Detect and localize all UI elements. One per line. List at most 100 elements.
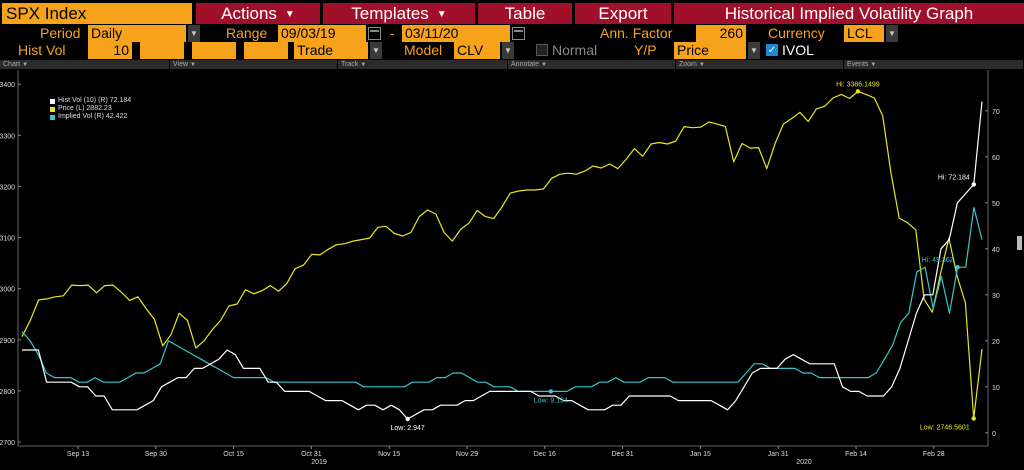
chart-menu[interactable]: Chart ▼ — [0, 60, 170, 69]
normal-checkbox[interactable] — [536, 44, 548, 56]
chevron-down-icon[interactable]: ▼ — [188, 25, 200, 42]
left-tick-label: 2900 — [0, 338, 15, 345]
legend-swatch — [50, 99, 55, 104]
chart-legend: Hist Vol (10) (R) 72.184 Price (L) 2882.… — [48, 97, 140, 127]
yp-select[interactable]: Price — [674, 42, 746, 59]
x-tick-label: Feb 28 — [923, 451, 945, 458]
x-tick-label: Nov 29 — [456, 451, 478, 458]
annotation-label: Hi: 49.362 — [922, 257, 954, 264]
calendar-icon[interactable] — [512, 27, 525, 40]
annotation-marker — [855, 89, 861, 94]
templates-menu[interactable]: Templates ▼ — [323, 3, 475, 24]
events-menu[interactable]: Events ▼ — [844, 60, 1024, 69]
chevron-down-icon[interactable]: ▼ — [370, 42, 382, 59]
left-tick-label: 3100 — [0, 236, 15, 243]
templates-label: Templates — [351, 4, 429, 23]
yp-label: Y/P — [634, 42, 657, 58]
trade-select[interactable]: Trade — [294, 42, 368, 59]
ivol-label: IVOL — [782, 42, 814, 58]
range-start-field[interactable]: 09/03/19 — [278, 25, 366, 42]
right-tick-label: 20 — [992, 339, 1000, 346]
hist-vol-field-3[interactable] — [192, 42, 236, 59]
left-tick-label: 3300 — [0, 133, 15, 140]
x-year-label: 2020 — [796, 459, 812, 466]
view-menu-label: View — [173, 61, 189, 68]
chevron-down-icon[interactable]: ▼ — [886, 25, 898, 42]
x-year-label: 2019 — [311, 459, 327, 466]
legend-item-price: Price (L) 2882.23 — [48, 105, 140, 113]
function-title: Historical Implied Volatility Graph — [674, 3, 1024, 24]
chevron-down-icon: ▼ — [436, 9, 447, 20]
left-tick-label: 3200 — [0, 184, 15, 191]
legend-swatch — [50, 107, 55, 112]
ann-factor-field[interactable]: 260 — [696, 25, 746, 42]
right-tick-label: 30 — [992, 293, 1000, 300]
period-label: Period — [40, 25, 81, 41]
x-tick-label: Dec 31 — [612, 451, 634, 458]
model-label: Model — [404, 42, 443, 58]
chevron-down-icon: ▼ — [284, 9, 295, 20]
x-tick-label: Dec 16 — [534, 451, 556, 458]
legend-value: 72.184 — [109, 97, 132, 104]
chevron-down-icon: ▼ — [870, 62, 877, 68]
ivol-checkbox[interactable]: ✓ — [766, 44, 778, 56]
security-ticker[interactable]: SPX Index — [2, 3, 192, 24]
legend-value: 42.422 — [105, 113, 128, 120]
annotation-label: Hi: 72.184 — [938, 174, 970, 181]
left-tick-label: 3000 — [0, 287, 15, 294]
annotation-marker — [548, 389, 554, 394]
chevron-down-icon: ▼ — [190, 62, 196, 68]
left-tick-label: 3400 — [0, 82, 15, 89]
annotation-marker — [971, 182, 976, 187]
range-separator: - — [390, 25, 395, 41]
hist-vol-label: Hist Vol — [18, 42, 66, 58]
annotation-label: Low: 2746.5601 — [920, 424, 970, 431]
hist-vol-field[interactable]: 10 — [88, 42, 132, 59]
right-tick-label: 70 — [992, 109, 1000, 116]
period-select[interactable]: Daily — [88, 25, 186, 42]
range-end-field[interactable]: 03/11/20 — [402, 25, 510, 42]
left-tick-label: 2800 — [0, 389, 15, 396]
right-tick-label: 50 — [992, 201, 1000, 208]
hist-vol-series-line — [22, 101, 983, 420]
volatility-chart[interactable]: 2700 2800 2900 3000 3100 3200 3300 3400 0 10 20 30… — [0, 70, 1024, 470]
annotate-menu[interactable]: Annotate ▼ — [508, 60, 676, 69]
model-select[interactable]: CLV — [454, 42, 500, 59]
right-tick-label: 40 — [992, 247, 1000, 254]
annotation-marker — [971, 416, 976, 421]
chevron-down-icon: ▼ — [698, 62, 705, 68]
legend-label: Hist Vol (10) (R) — [58, 97, 108, 104]
export-button[interactable]: Export — [575, 3, 671, 24]
x-tick-label: Jan 31 — [768, 451, 789, 458]
hist-vol-field-2[interactable] — [140, 42, 184, 59]
scroll-handle[interactable] — [1017, 236, 1022, 250]
zoom-menu[interactable]: Zoom ▼ — [676, 60, 844, 69]
currency-select[interactable]: LCL — [844, 25, 884, 42]
annotation-marker — [405, 416, 410, 422]
actions-menu[interactable]: Actions ▼ — [196, 3, 320, 24]
left-tick-label: 2700 — [0, 440, 15, 447]
chevron-down-icon: ▼ — [22, 62, 29, 68]
chevron-down-icon[interactable]: ▼ — [748, 42, 760, 59]
table-button[interactable]: Table — [478, 3, 572, 24]
annotation-marker — [955, 265, 960, 270]
legend-value: 2882.23 — [86, 105, 112, 112]
price-series-line — [21, 90, 983, 420]
legend-item-hist-vol: Hist Vol (10) (R) 72.184 — [48, 97, 140, 105]
chart-menu-label: Chart — [3, 61, 21, 68]
annotate-menu-label: Annotate — [511, 61, 540, 68]
x-tick-label: Nov 15 — [378, 451, 400, 458]
currency-label: Currency — [768, 25, 825, 41]
legend-item-implied-vol: Implied Vol (R) 42.422 — [48, 113, 140, 121]
implied-vol-series-line — [21, 206, 983, 392]
annotation-label: Low: 9.134 — [534, 397, 568, 404]
chevron-down-icon[interactable]: ▼ — [502, 42, 514, 59]
hist-vol-field-4[interactable] — [244, 42, 288, 59]
calendar-icon[interactable] — [368, 27, 381, 40]
legend-swatch — [50, 115, 55, 120]
legend-label: Implied Vol (R) — [58, 113, 104, 120]
track-menu[interactable]: Track ▼ — [338, 60, 508, 69]
events-menu-label: Events — [847, 61, 869, 68]
view-menu[interactable]: View ▼ — [170, 60, 338, 69]
chevron-down-icon: ▼ — [360, 62, 367, 68]
